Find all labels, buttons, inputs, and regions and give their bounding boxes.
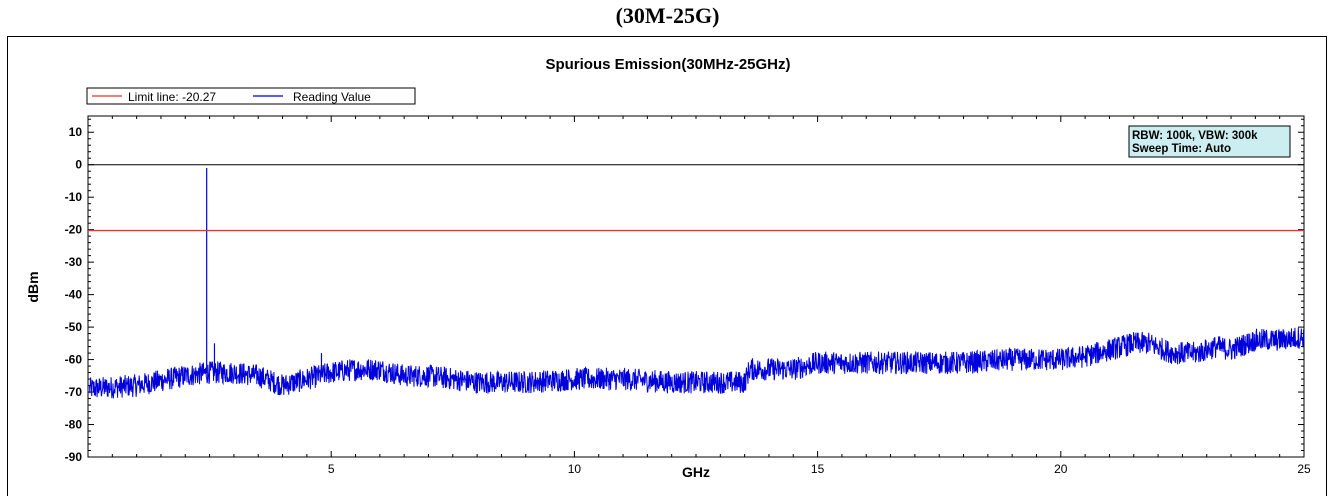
y-tick-label: -40 [65, 288, 83, 302]
legend: Limit line: -20.27 Reading Value [86, 87, 416, 105]
chart-title: Spurious Emission(30MHz-25GHz) [545, 56, 790, 73]
info-box-background [1128, 125, 1291, 158]
axis-ticks: 10 0 -10 -20 -30 -40 -50 -60 -70 -80 -90 5 10 15 20 25 [65, 116, 1311, 476]
y-axis-label: dBm [25, 271, 41, 302]
plot-area [87, 115, 1305, 458]
y-tick-label: -70 [65, 385, 83, 399]
x-tick-label: 25 [1297, 462, 1311, 476]
y-tick-label: 10 [69, 125, 83, 139]
page-heading: (30M-25G) [615, 3, 720, 28]
info-box: RBW: 100k, VBW: 300k Sweep Time: Auto [1128, 125, 1291, 158]
y-tick-label: -20 [65, 223, 83, 237]
legend-limit-label: Limit line: -20.27 [128, 90, 216, 104]
x-tick-label: 20 [1054, 462, 1068, 476]
spurious-emission-chart: Spurious Emission(30MHz-25GHz) Limit lin… [25, 56, 1311, 480]
y-tick-label: -50 [65, 320, 83, 334]
x-tick-label: 15 [811, 462, 825, 476]
y-tick-label: -10 [65, 190, 83, 204]
x-tick-label: 10 [568, 462, 582, 476]
y-tick-label: -90 [65, 450, 83, 464]
data-lines [88, 164, 1305, 399]
reading-trace [88, 327, 1305, 399]
chart-frame: Spurious Emission(30MHz-25GHz) Limit lin… [7, 36, 1327, 496]
y-tick-label: -80 [65, 418, 83, 432]
x-axis-label: GHz [682, 464, 710, 480]
y-tick-label: 0 [75, 158, 82, 172]
info-box-line-2: Sweep Time: Auto [1132, 143, 1231, 155]
y-tick-label: -60 [65, 353, 83, 367]
info-box-line-1: RBW: 100k, VBW: 300k [1132, 130, 1258, 142]
legend-reading-label: Reading Value [293, 90, 371, 104]
y-tick-label: -30 [65, 255, 83, 269]
x-tick-label: 5 [328, 462, 335, 476]
legend-box [86, 87, 416, 105]
